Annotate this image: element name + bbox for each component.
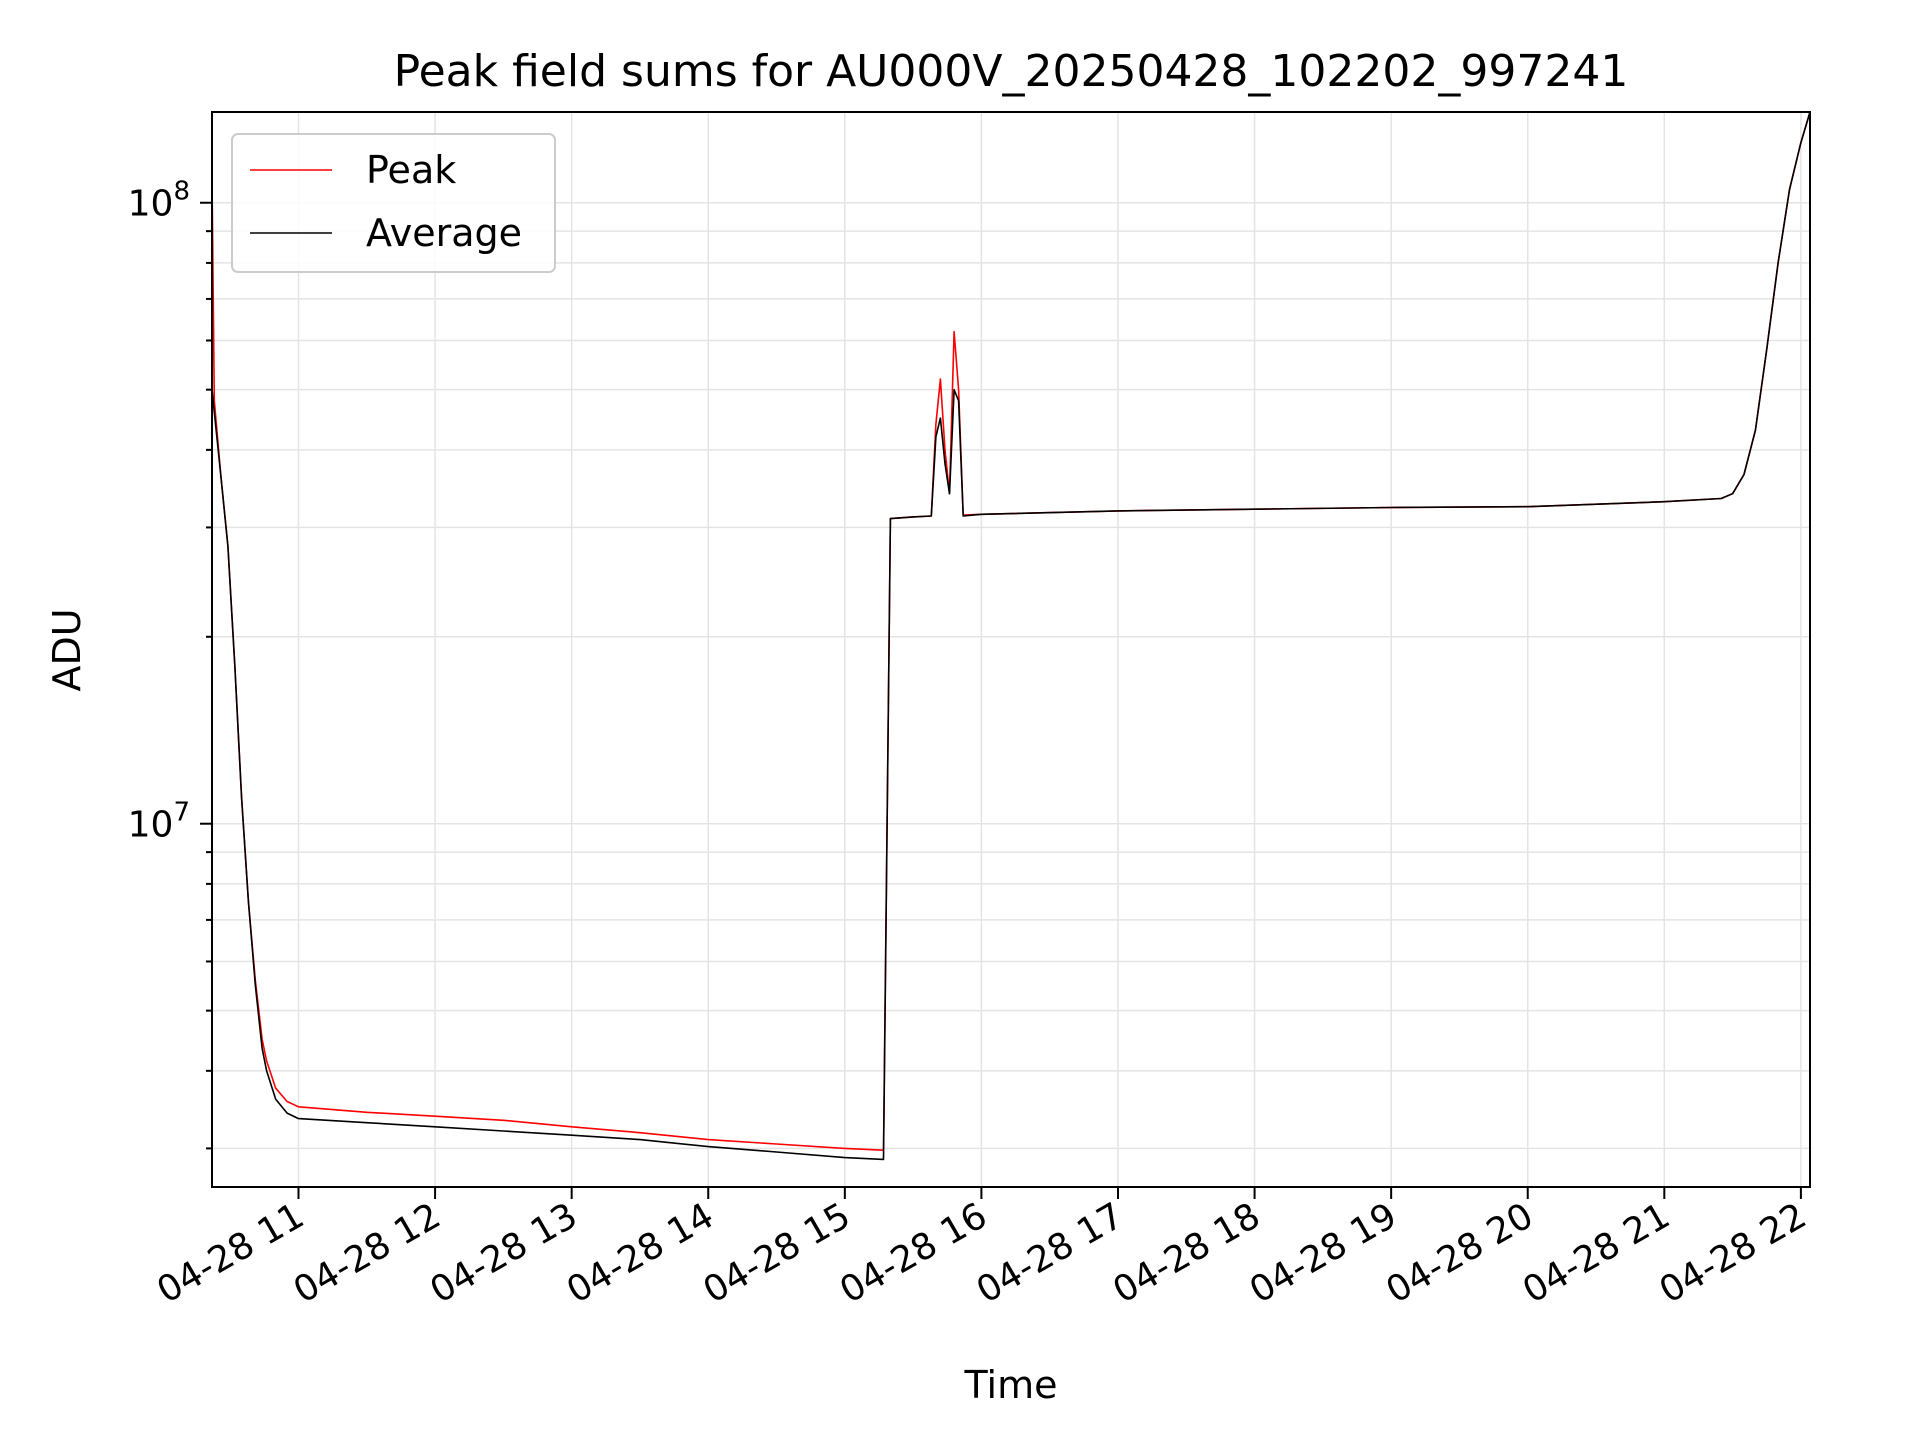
y-tick-label: 107 (128, 798, 190, 846)
legend: Peak Average (231, 133, 556, 273)
y-tick-label: 108 (128, 177, 190, 225)
legend-label-peak: Peak (366, 148, 456, 192)
chart-title: Peak field sums for AU000V_20250428_1022… (394, 46, 1629, 97)
plot-frame (211, 111, 1811, 1188)
series-line-average (211, 111, 1811, 1161)
x-axis-label: Time (964, 1363, 1058, 1407)
legend-label-average: Average (366, 211, 522, 255)
y-axis-label: ADU (45, 608, 89, 691)
series-lines (211, 111, 1811, 1161)
legend-box (231, 133, 556, 273)
grid (212, 112, 1810, 1187)
